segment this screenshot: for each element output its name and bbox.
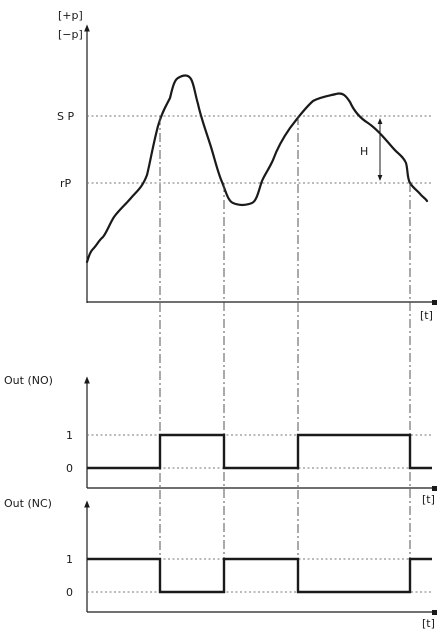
nc-output-signal [87, 557, 432, 594]
no-time-label: [t] [422, 493, 435, 506]
pressure-curve [85, 74, 429, 264]
no-axis-end-mark [432, 486, 437, 491]
hysteresis-label: H [360, 145, 368, 158]
switching-guides [159, 116, 411, 592]
reset-point-label: rP [60, 177, 72, 190]
nc-level-0-label: 0 [66, 586, 73, 599]
nc-output-title: Out (NC) [4, 497, 52, 510]
nc-level-1-label: 1 [66, 553, 73, 566]
y-label-negative-pressure: [−p] [58, 28, 83, 41]
nc-time-label: [t] [422, 617, 435, 630]
no-output-signal [87, 433, 432, 470]
y-label-positive-pressure: [+p] [58, 9, 83, 22]
pressure-time-label: [t] [420, 309, 433, 322]
no-level-1-label: 1 [66, 429, 73, 442]
nc-output-panel: Out (NC) 1 0 [t] [4, 497, 437, 630]
nc-axis-end-mark [432, 610, 437, 615]
no-level-0-label: 0 [66, 462, 73, 475]
setpoint-label: S P [57, 110, 74, 123]
pressure-axis-end-mark [432, 300, 437, 305]
no-output-title: Out (NO) [4, 374, 53, 387]
no-output-panel: Out (NO) 1 0 [t] [4, 374, 437, 506]
pressure-panel: [+p] [−p] S P rP H [t] [57, 9, 437, 322]
